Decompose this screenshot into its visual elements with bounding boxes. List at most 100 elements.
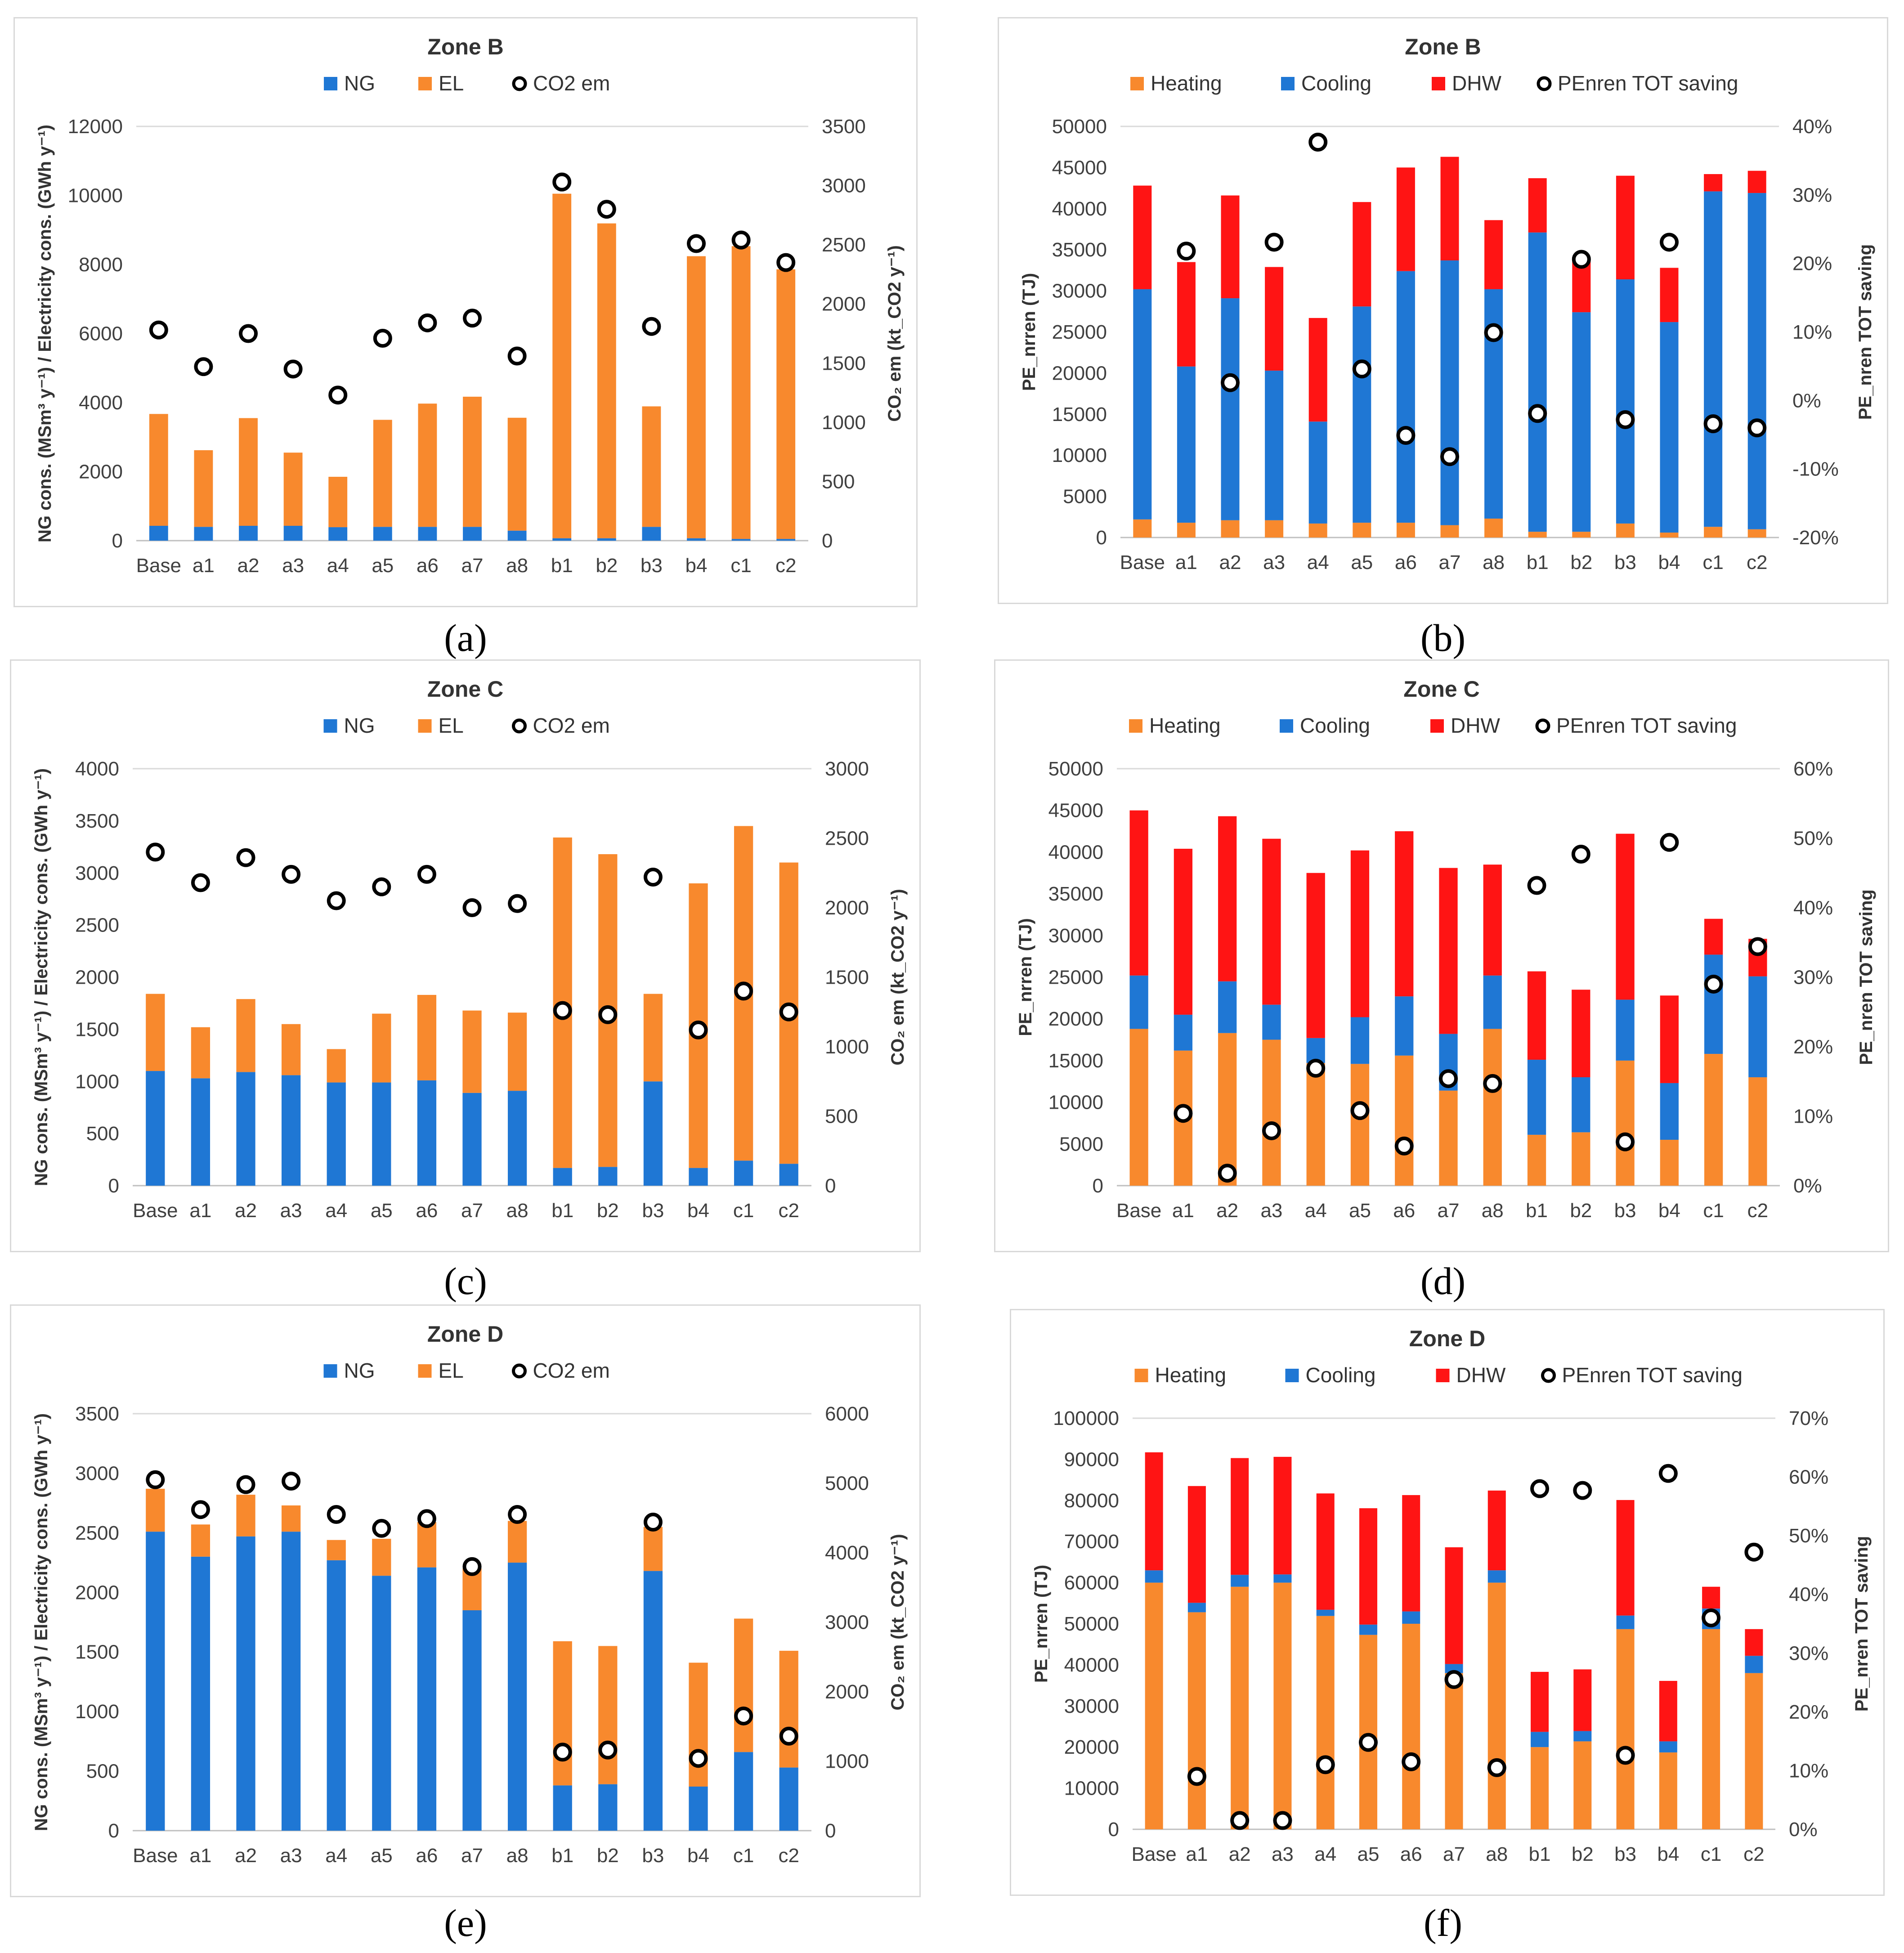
x-tick-label: a7 xyxy=(1443,1843,1465,1865)
x-tick-label: a6 xyxy=(1395,551,1417,573)
y2-tick-label: 4000 xyxy=(825,1542,869,1564)
bar-ng-a5 xyxy=(373,527,392,541)
bar-heating-a2 xyxy=(1231,1586,1249,1829)
x-tick-label: a1 xyxy=(189,1200,211,1222)
y2-tick-label: 3000 xyxy=(825,1612,869,1634)
bar-heating-a5 xyxy=(1350,1064,1370,1186)
chart-title: Zone B xyxy=(427,34,503,59)
bar-heating-a7 xyxy=(1445,1673,1463,1829)
bar-el-a2 xyxy=(239,418,258,526)
x-tick-label: a1 xyxy=(189,1845,211,1867)
bar-heating-b4 xyxy=(1659,1752,1677,1829)
bar-ng-b1 xyxy=(553,1785,572,1831)
y2-axis-title: CO₂ em (kt_CO2 y⁻¹) xyxy=(885,245,905,421)
x-tick-label: a8 xyxy=(506,1845,529,1867)
bar-el-base xyxy=(146,1488,165,1532)
y-tick-label: 5000 xyxy=(1063,486,1107,508)
legend-label: Cooling xyxy=(1301,72,1371,95)
marker-b2 xyxy=(1573,1481,1592,1500)
y2-tick-label: 40% xyxy=(1792,116,1832,138)
bar-el-c1 xyxy=(734,1618,753,1752)
bar-el-a8 xyxy=(507,1012,527,1091)
legend-swatch xyxy=(1281,77,1295,90)
legend-item: CO2 em xyxy=(512,72,610,95)
legend-swatch xyxy=(1280,719,1293,733)
bar-dhw-a2 xyxy=(1231,1458,1249,1575)
marker-a8 xyxy=(507,346,527,366)
marker-a2 xyxy=(1230,1811,1250,1830)
y2-tick-label: 20% xyxy=(1793,1036,1833,1058)
y-tick-label: 100000 xyxy=(1053,1407,1119,1429)
bar-el-b1 xyxy=(552,193,572,538)
y2-tick-label: 60% xyxy=(1789,1466,1828,1488)
chart-panel-e: Zone D NG EL CO2 em 0 500 1000 1500 2000 2500 3000… xyxy=(10,1304,921,1897)
x-tick-label: a3 xyxy=(1272,1843,1294,1865)
y-tick-label: 25000 xyxy=(1048,967,1103,989)
x-tick-label: a5 xyxy=(371,1845,393,1867)
legend-item: EL xyxy=(418,72,464,95)
bar-dhw-c1 xyxy=(1702,1586,1720,1609)
marker-a6 xyxy=(1402,1752,1421,1771)
marker-b3 xyxy=(643,1513,663,1532)
bar-el-a2 xyxy=(236,999,255,1072)
bar-heating-b3 xyxy=(1616,1060,1635,1186)
y-tick-label: 45000 xyxy=(1048,800,1103,822)
y2-tick-label: 20% xyxy=(1792,253,1832,275)
bar-el-a6 xyxy=(418,403,437,527)
chart-panel-c: Zone C NG EL CO2 em 0 500 1000 1500 2000 2500 3000… xyxy=(10,659,921,1252)
bar-heating-a5 xyxy=(1359,1635,1377,1829)
y-tick-label: 2000 xyxy=(79,461,123,483)
legend-label: PEnren TOT saving xyxy=(1558,72,1738,95)
y-tick-label: 2500 xyxy=(75,914,119,936)
y2-tick-label: 1000 xyxy=(825,1036,869,1058)
bar-dhw-b2 xyxy=(1573,1669,1592,1731)
bar-cooling-c1 xyxy=(1704,954,1723,1054)
legend-item: PEnren TOT saving xyxy=(1541,1363,1743,1387)
legend-marker xyxy=(1537,76,1552,91)
marker-a6 xyxy=(417,1509,436,1528)
bar-el-a4 xyxy=(327,1540,346,1560)
y2-tick-label: 0 xyxy=(825,1820,836,1842)
bar-cooling-b3 xyxy=(1616,1615,1635,1629)
y-tick-label: 20000 xyxy=(1048,1008,1103,1030)
y-tick-label: 6000 xyxy=(79,323,123,345)
marker-a8 xyxy=(508,1505,527,1524)
bar-heating-b2 xyxy=(1573,1741,1592,1829)
x-tick-label: a1 xyxy=(1186,1843,1208,1865)
marker-a1 xyxy=(1174,1104,1193,1123)
x-tick-label: b2 xyxy=(1570,551,1592,573)
marker-a5 xyxy=(1358,1733,1378,1752)
x-tick-label: c2 xyxy=(1747,1200,1768,1222)
bar-dhw-a8 xyxy=(1483,865,1502,976)
x-tick-label: Base xyxy=(133,1845,178,1867)
legend-label: Heating xyxy=(1155,1363,1227,1387)
bar-ng-c1 xyxy=(734,1160,753,1186)
marker-a8 xyxy=(508,894,527,913)
y2-tick-label: 0 xyxy=(825,1175,836,1197)
bar-cooling-b2 xyxy=(1572,1077,1590,1133)
bar-heating-b3 xyxy=(1616,1629,1635,1829)
y-tick-label: 0 xyxy=(1096,527,1107,549)
bar-el-b2 xyxy=(598,1646,618,1784)
marker-c2 xyxy=(776,253,796,272)
bar-heating-a3 xyxy=(1262,1039,1281,1186)
x-tick-label: a5 xyxy=(372,555,394,577)
legend-label: PEnren TOT saving xyxy=(1556,714,1737,737)
bar-el-b3 xyxy=(643,1527,663,1571)
bar-ng-base xyxy=(146,1532,165,1831)
legend-swatch xyxy=(323,1364,337,1378)
bar-dhw-c2 xyxy=(1747,170,1766,193)
bar-cooling-a2 xyxy=(1221,298,1240,520)
y-tick-label: 20000 xyxy=(1064,1736,1119,1758)
chart-svg-c: Zone C NG EL CO2 em 0 500 1000 1500 2000 2500 3000… xyxy=(31,676,908,1222)
x-tick-label: b4 xyxy=(1658,551,1680,573)
bar-cooling-a5 xyxy=(1350,1017,1370,1064)
y2-tick-label: 10% xyxy=(1792,321,1832,343)
marker-a6 xyxy=(1394,1136,1414,1156)
bar-cooling-a2 xyxy=(1218,981,1237,1033)
legend-swatch xyxy=(1129,719,1142,733)
bar-heating-a8 xyxy=(1483,1029,1502,1186)
y-tick-label: 35000 xyxy=(1052,239,1107,261)
marker-c1 xyxy=(734,981,753,1001)
marker-c2 xyxy=(779,1002,798,1021)
